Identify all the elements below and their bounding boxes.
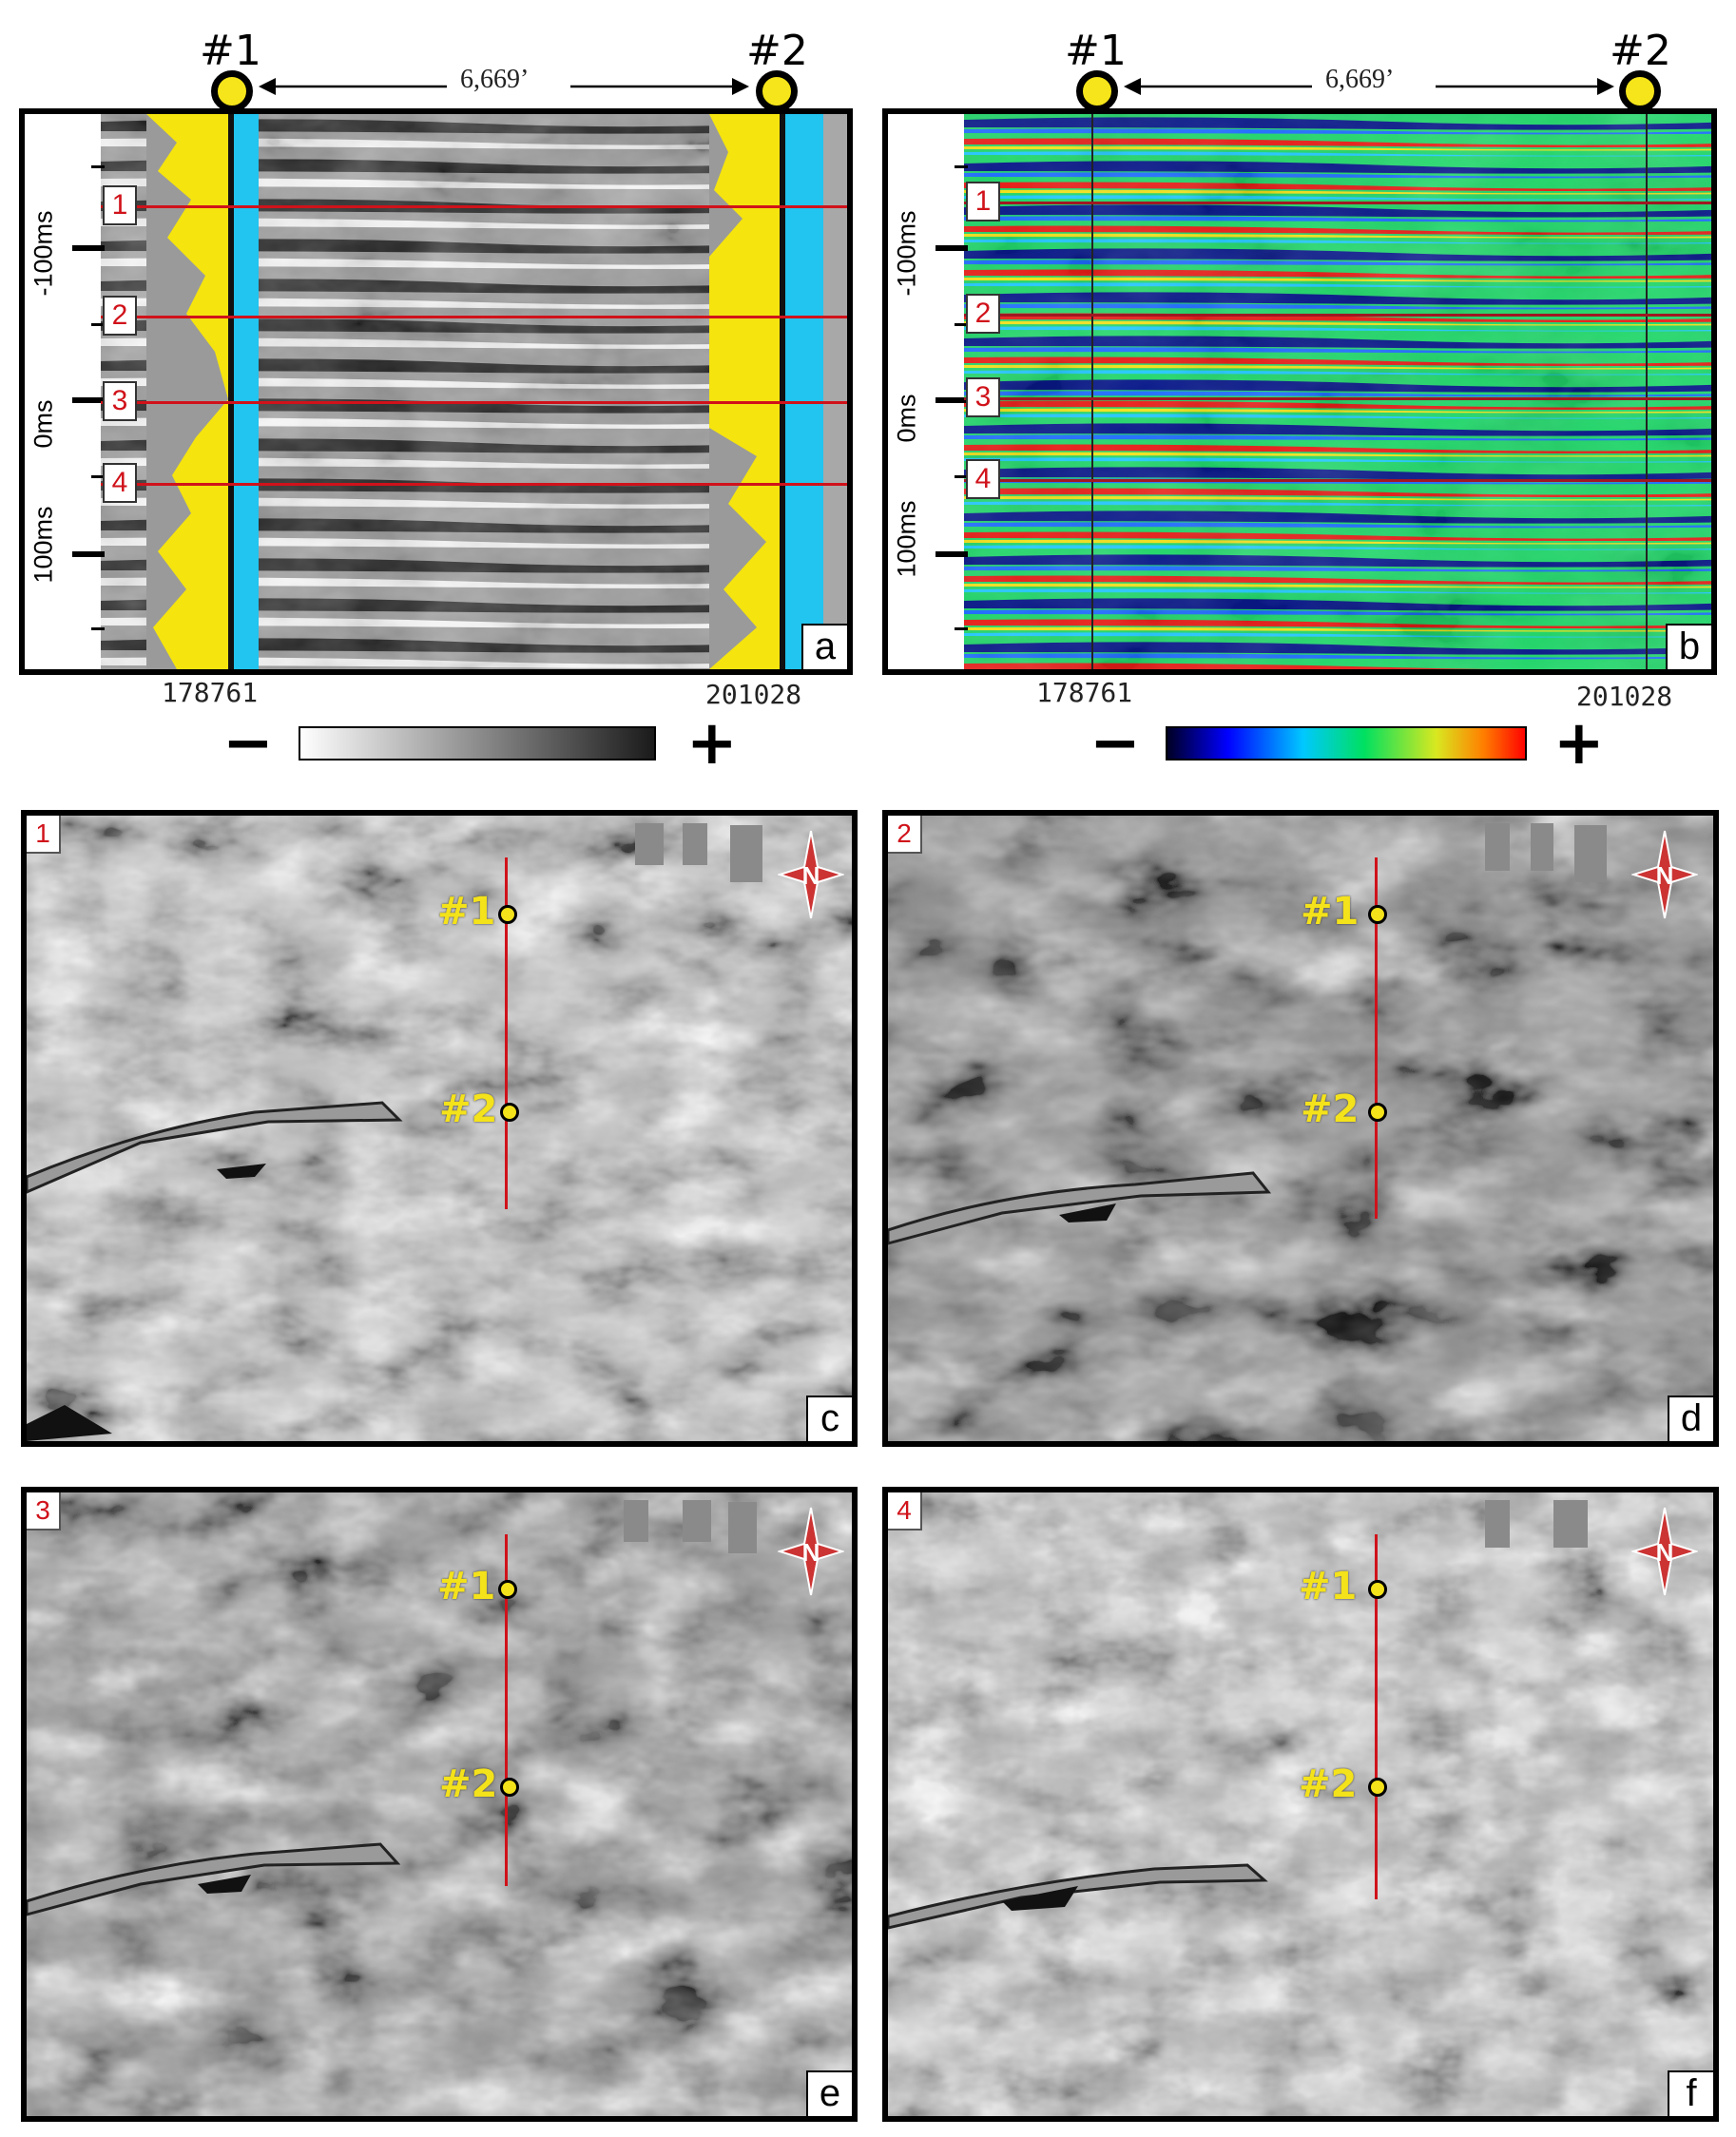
north-arrow-icon: N xyxy=(778,1507,844,1596)
map-well2-marker-1 xyxy=(500,1103,519,1122)
cdp-right-b: 201028 xyxy=(1576,681,1673,712)
colorbar-plus-b: + xyxy=(1553,708,1605,779)
well2-marker-a xyxy=(756,70,798,112)
compass-letter-4: N xyxy=(1656,1538,1674,1567)
distance-label-b: 6,669’ xyxy=(1325,65,1395,94)
distance-arrow-b xyxy=(1124,78,1614,95)
map-well2-label-4: #2 xyxy=(1299,1762,1358,1806)
horizon-label-3-a: 3 xyxy=(103,381,137,421)
horizon-label-2-b: 2 xyxy=(966,294,1000,334)
colorbar-minus-b: − xyxy=(1090,708,1141,779)
horizon-label-1-b: 1 xyxy=(966,182,1000,221)
horizon-line-2-a xyxy=(101,316,847,318)
horizon-line-4-b xyxy=(964,479,1711,482)
horizon-map-3: 3 #1 #2 N e xyxy=(21,1487,858,2122)
map-well1-marker-2 xyxy=(1368,905,1387,924)
map-well2-label-1: #2 xyxy=(439,1088,498,1131)
traverse-line-3 xyxy=(505,1534,508,1886)
seismic-section-gray xyxy=(101,114,847,669)
map-horizon-label-3: 3 xyxy=(27,1492,61,1531)
map-well1-marker-4 xyxy=(1368,1580,1387,1599)
time-label-100-b: 100ms xyxy=(892,500,921,578)
map-well2-marker-4 xyxy=(1368,1778,1387,1797)
map-panel-label-e: e xyxy=(806,2070,852,2116)
distance-arrow-a xyxy=(259,78,749,95)
horizon-line-3-a xyxy=(101,401,847,404)
traverse-line-1 xyxy=(505,857,508,1209)
time-label-100-a: 100ms xyxy=(29,506,58,584)
horizon-label-3-b: 3 xyxy=(966,377,1000,417)
compass-letter-2: N xyxy=(1656,861,1674,890)
colorbar-grayscale xyxy=(299,726,656,760)
horizon-label-4-b: 4 xyxy=(966,459,1000,499)
map-well2-label-2: #2 xyxy=(1301,1088,1360,1131)
panel-label-b: b xyxy=(1666,624,1711,669)
map-panel-label-f: f xyxy=(1668,2070,1713,2116)
horizon-label-1-a: 1 xyxy=(103,185,137,225)
map-well1-marker-1 xyxy=(498,905,517,924)
time-label-0-a: 0ms xyxy=(29,399,58,449)
well1-label-b: #1 xyxy=(1065,27,1127,75)
map-panel-label-c: c xyxy=(806,1396,852,1441)
horizon-label-4-a: 4 xyxy=(103,463,137,503)
horizon-line-1-b xyxy=(964,202,1711,204)
map-horizon-label-4: 4 xyxy=(888,1492,922,1531)
seismic-section-color xyxy=(964,114,1711,669)
panel-label-a: a xyxy=(801,624,847,669)
map-horizon-label-1: 1 xyxy=(27,816,61,854)
cdp-right-a: 201028 xyxy=(705,679,802,710)
well2-marker-b xyxy=(1619,70,1661,112)
north-arrow-icon: N xyxy=(778,830,844,919)
horizon-line-4-a xyxy=(101,483,847,486)
well1-marker-a xyxy=(211,70,253,112)
well2-label-b: #2 xyxy=(1610,27,1671,75)
traverse-line-2 xyxy=(1375,857,1378,1219)
map-well2-marker-2 xyxy=(1368,1103,1387,1122)
traverse-line-4 xyxy=(1375,1534,1378,1899)
well2-label-a: #2 xyxy=(746,27,808,75)
distance-label-a: 6,669’ xyxy=(460,65,530,94)
colorbar-minus-a: − xyxy=(222,708,274,779)
map-well1-label-3: #1 xyxy=(437,1565,496,1608)
horizon-map-4: 4 #1 #2 N f xyxy=(882,1487,1719,2122)
time-axis-b xyxy=(888,114,964,669)
cdp-left-a: 178761 xyxy=(162,677,259,708)
north-arrow-icon: N xyxy=(1631,830,1698,919)
horizon-line-2-b xyxy=(964,314,1711,317)
cdp-left-b: 178761 xyxy=(1036,677,1133,708)
well1-label-a: #1 xyxy=(200,27,261,75)
map-panel-label-d: d xyxy=(1668,1396,1713,1441)
colorbar-rainbow xyxy=(1166,726,1527,760)
horizon-line-1-a xyxy=(101,205,847,208)
north-arrow-icon: N xyxy=(1631,1507,1698,1596)
horizon-label-2-a: 2 xyxy=(103,296,137,336)
seismic-panel-a: -100ms 0ms 100ms 1 2 3 4 a xyxy=(19,108,853,675)
map-well1-label-4: #1 xyxy=(1299,1565,1358,1608)
map-horizon-label-2: 2 xyxy=(888,816,922,854)
colorbar-plus-a: + xyxy=(686,708,738,779)
map-well1-marker-3 xyxy=(498,1580,517,1599)
time-axis-a xyxy=(25,114,101,669)
time-label-minus100-b: -100ms xyxy=(892,210,921,297)
map-well1-label-1: #1 xyxy=(437,890,496,934)
horizon-map-2: 2 #1 #2 N d xyxy=(882,810,1719,1447)
horizon-map-1: 1 #1 #2 N c xyxy=(21,810,858,1447)
time-label-minus100-a: -100ms xyxy=(29,210,58,297)
map-well2-marker-3 xyxy=(500,1778,519,1797)
time-label-0-b: 0ms xyxy=(892,394,921,443)
compass-letter-1: N xyxy=(802,861,820,890)
horizon-line-3-b xyxy=(964,397,1711,400)
seismic-panel-b: -100ms 0ms 100ms 1 2 3 4 b xyxy=(882,108,1717,675)
well1-marker-b xyxy=(1076,70,1118,112)
compass-letter-3: N xyxy=(802,1538,820,1567)
map-well1-label-2: #1 xyxy=(1301,890,1360,934)
map-well2-label-3: #2 xyxy=(439,1762,498,1806)
